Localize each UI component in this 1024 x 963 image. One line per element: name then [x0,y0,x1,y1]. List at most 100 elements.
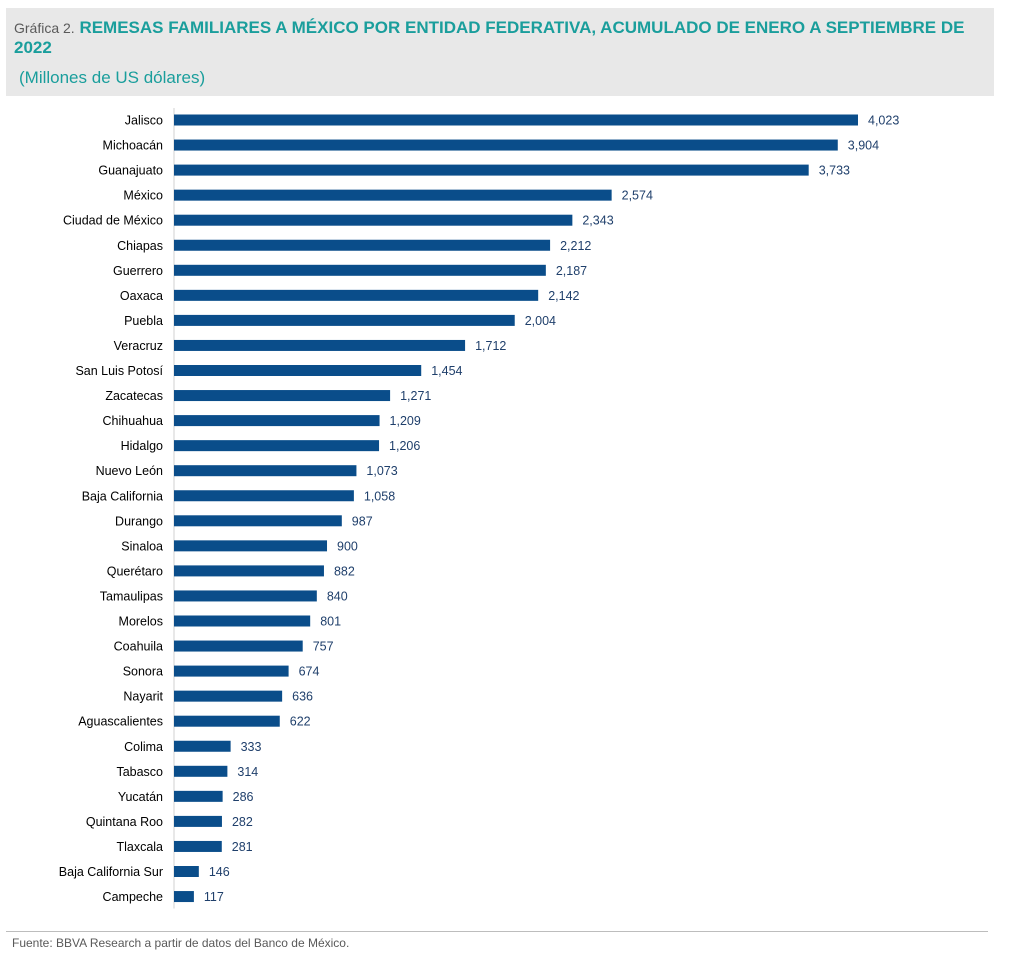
bar [174,390,391,402]
bar [174,615,311,627]
category-label: Tlaxcala [116,840,163,854]
value-label: 636 [292,690,313,704]
chart-title: Gráfica 2. REMESAS FAMILIARES A MÉXICO P… [14,18,974,58]
category-label: Sinaloa [121,539,163,553]
bar [174,189,612,201]
bar [174,565,324,577]
value-label: 2,212 [560,239,591,253]
category-label: Guanajuato [98,164,163,178]
value-label: 4,023 [868,114,899,128]
value-label: 2,574 [622,189,653,203]
value-label: 286 [233,790,254,804]
value-label: 1,058 [364,489,395,503]
bar [174,515,342,527]
category-label: Baja California Sur [59,865,163,879]
category-label: Veracruz [114,339,163,353]
category-label: Yucatán [118,790,163,804]
category-label: Campeche [103,890,163,904]
value-label: 2,343 [582,214,613,228]
value-label: 840 [327,589,348,603]
value-label: 282 [232,815,253,829]
category-label: Nuevo León [96,464,163,478]
category-label: Jalisco [125,114,163,128]
category-label: Aguascalientes [78,715,163,729]
category-label: Tabasco [116,765,163,779]
value-label: 674 [299,665,320,679]
value-label: 146 [209,865,230,879]
bar [174,465,357,477]
bar [174,866,199,877]
bar [174,490,354,502]
value-label: 333 [241,740,262,754]
source-note: Fuente: BBVA Research a partir de datos … [12,936,350,950]
category-label: Michoacán [103,139,163,153]
value-label: 117 [204,890,224,904]
figure-label: Gráfica 2. [14,20,75,36]
footer-divider [6,931,988,932]
chart-header: Gráfica 2. REMESAS FAMILIARES A MÉXICO P… [6,8,994,96]
value-label: 314 [237,765,258,779]
category-label: Ciudad de México [63,214,163,228]
bar [174,590,317,602]
bar [174,765,228,777]
bar [174,264,546,276]
value-label: 622 [290,715,311,729]
category-label: Tamaulipas [100,589,163,603]
value-label: 281 [232,840,253,854]
value-label: 2,004 [525,314,556,328]
value-label: 3,904 [848,139,879,153]
category-label: Durango [115,514,163,528]
category-label: Guerrero [113,264,163,278]
category-label: Baja California [82,489,163,503]
value-label: 882 [334,564,355,578]
bar [174,840,222,852]
category-label: Sonora [123,665,163,679]
bar [174,289,539,301]
category-label: Colima [124,740,163,754]
bar [174,690,283,702]
bar [174,339,466,351]
bar [174,640,303,652]
bar [174,740,231,752]
chart-subtitle: (Millones de US dólares) [19,68,206,87]
bar [174,415,380,427]
bar [174,440,380,452]
value-label: 2,187 [556,264,587,278]
bar [174,790,223,802]
category-label: Chihuahua [103,414,164,428]
bar [174,239,551,251]
category-label: Coahuila [114,640,163,654]
category-label: Querétaro [107,564,163,578]
category-label: San Luis Potosí [75,364,163,378]
category-label: Hidalgo [121,439,163,453]
category-label: Puebla [124,314,163,328]
value-label: 900 [337,539,358,553]
bar [174,139,838,151]
value-label: 757 [313,640,334,654]
value-label: 1,206 [389,439,420,453]
bar [174,365,422,376]
bar [174,164,809,176]
category-label: Chiapas [117,239,163,253]
bar [174,214,573,226]
category-label: Quintana Roo [86,815,163,829]
value-label: 1,712 [475,339,506,353]
value-label: 801 [320,615,341,629]
bar-chart: Jalisco 4,023 Michoacán 3,904 Guanajuato 3,73… [59,108,899,909]
bar [174,815,222,827]
title-text: REMESAS FAMILIARES A MÉXICO POR ENTIDAD … [14,18,965,57]
value-label: 3,733 [819,164,850,178]
category-label: Oaxaca [120,289,163,303]
value-label: 987 [352,514,373,528]
bar [174,665,289,677]
bar [174,314,515,326]
category-label: México [123,189,163,203]
value-label: 1,271 [400,389,431,403]
bar [174,715,280,727]
bar [174,891,194,903]
value-label: 1,209 [390,414,421,428]
value-label: 2,142 [548,289,579,303]
category-label: Morelos [119,615,163,629]
bar [174,114,858,126]
value-label: 1,454 [431,364,462,378]
